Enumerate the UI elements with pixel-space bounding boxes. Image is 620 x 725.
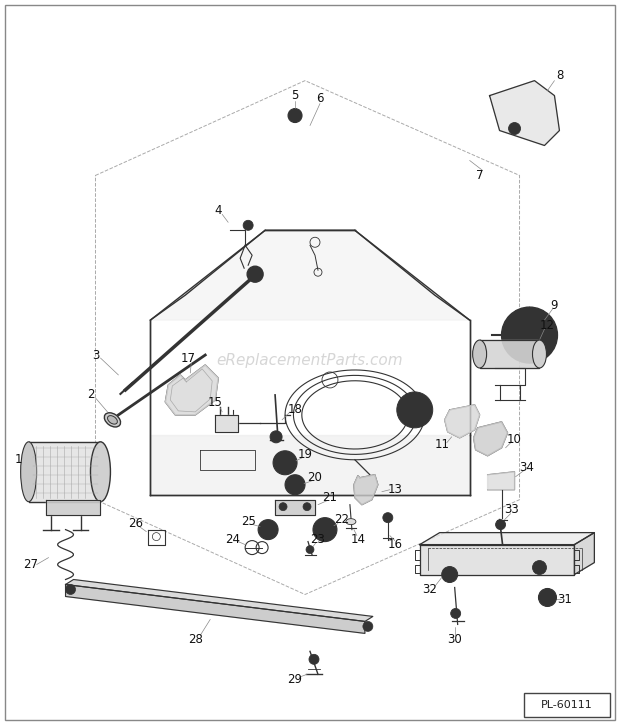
Text: PL-60111: PL-60111 bbox=[541, 700, 592, 710]
FancyBboxPatch shape bbox=[523, 693, 610, 717]
Text: 27: 27 bbox=[23, 558, 38, 571]
Text: 21: 21 bbox=[322, 492, 337, 504]
Text: 7: 7 bbox=[476, 169, 484, 182]
Text: 25: 25 bbox=[241, 515, 255, 528]
Circle shape bbox=[446, 571, 453, 578]
Polygon shape bbox=[420, 533, 595, 544]
Text: 31: 31 bbox=[557, 593, 572, 606]
Ellipse shape bbox=[533, 340, 546, 368]
Polygon shape bbox=[151, 435, 469, 494]
Polygon shape bbox=[166, 365, 218, 415]
Ellipse shape bbox=[104, 413, 120, 427]
Circle shape bbox=[508, 123, 521, 135]
Text: 1: 1 bbox=[15, 453, 22, 466]
Circle shape bbox=[66, 584, 76, 594]
Circle shape bbox=[502, 307, 557, 363]
Text: 19: 19 bbox=[298, 448, 312, 461]
Circle shape bbox=[539, 589, 556, 606]
Ellipse shape bbox=[107, 415, 117, 424]
Polygon shape bbox=[487, 472, 515, 489]
Text: 3: 3 bbox=[92, 349, 99, 362]
Text: 26: 26 bbox=[128, 517, 143, 530]
Circle shape bbox=[383, 513, 393, 523]
Text: 4: 4 bbox=[215, 204, 222, 217]
Circle shape bbox=[280, 457, 290, 468]
Circle shape bbox=[520, 325, 539, 345]
Text: 24: 24 bbox=[224, 533, 240, 546]
Polygon shape bbox=[420, 544, 574, 574]
Text: 13: 13 bbox=[388, 484, 402, 496]
Text: 12: 12 bbox=[540, 318, 555, 331]
Circle shape bbox=[247, 266, 263, 282]
Polygon shape bbox=[66, 579, 373, 621]
Polygon shape bbox=[474, 422, 508, 456]
Circle shape bbox=[363, 621, 373, 631]
Polygon shape bbox=[215, 415, 238, 432]
Circle shape bbox=[313, 518, 337, 542]
Polygon shape bbox=[46, 500, 100, 515]
Circle shape bbox=[270, 431, 282, 443]
Text: 22: 22 bbox=[334, 513, 350, 526]
Text: 5: 5 bbox=[291, 89, 299, 102]
Circle shape bbox=[512, 317, 547, 353]
Polygon shape bbox=[151, 231, 469, 320]
Ellipse shape bbox=[346, 518, 356, 525]
Circle shape bbox=[303, 502, 311, 510]
Polygon shape bbox=[445, 405, 480, 438]
Text: 9: 9 bbox=[551, 299, 558, 312]
Text: eReplacementParts.com: eReplacementParts.com bbox=[216, 352, 404, 368]
Text: 11: 11 bbox=[434, 439, 450, 452]
Text: 30: 30 bbox=[447, 633, 462, 646]
Circle shape bbox=[243, 220, 253, 231]
Text: 34: 34 bbox=[519, 461, 534, 474]
Text: 29: 29 bbox=[288, 673, 303, 686]
Circle shape bbox=[264, 526, 272, 534]
Circle shape bbox=[288, 109, 302, 123]
Text: 18: 18 bbox=[288, 403, 303, 416]
Polygon shape bbox=[490, 80, 559, 146]
Ellipse shape bbox=[472, 340, 487, 368]
Circle shape bbox=[258, 520, 278, 539]
Ellipse shape bbox=[20, 442, 37, 502]
Circle shape bbox=[544, 594, 551, 602]
Text: 20: 20 bbox=[308, 471, 322, 484]
Polygon shape bbox=[354, 475, 378, 505]
Circle shape bbox=[533, 560, 546, 574]
Circle shape bbox=[441, 566, 458, 582]
Circle shape bbox=[291, 481, 299, 489]
Text: 23: 23 bbox=[311, 533, 326, 546]
Circle shape bbox=[451, 608, 461, 618]
Text: 14: 14 bbox=[350, 533, 365, 546]
Polygon shape bbox=[275, 500, 315, 515]
Text: 32: 32 bbox=[422, 583, 437, 596]
Text: 17: 17 bbox=[181, 352, 196, 365]
Text: 8: 8 bbox=[556, 69, 563, 82]
Text: 15: 15 bbox=[208, 397, 223, 410]
Polygon shape bbox=[29, 442, 100, 502]
Circle shape bbox=[306, 546, 314, 554]
Circle shape bbox=[397, 392, 433, 428]
Text: 33: 33 bbox=[504, 503, 519, 516]
Circle shape bbox=[309, 655, 319, 664]
Polygon shape bbox=[480, 340, 539, 368]
Circle shape bbox=[273, 451, 297, 475]
Polygon shape bbox=[66, 584, 365, 634]
Text: 28: 28 bbox=[188, 633, 203, 646]
Circle shape bbox=[285, 475, 305, 494]
Circle shape bbox=[320, 525, 330, 534]
Polygon shape bbox=[574, 533, 595, 574]
Text: 2: 2 bbox=[87, 389, 94, 402]
Text: 16: 16 bbox=[388, 538, 402, 551]
Circle shape bbox=[495, 520, 505, 530]
Text: 6: 6 bbox=[316, 92, 324, 105]
Ellipse shape bbox=[91, 442, 110, 502]
Circle shape bbox=[279, 502, 287, 510]
Text: 10: 10 bbox=[507, 434, 522, 447]
